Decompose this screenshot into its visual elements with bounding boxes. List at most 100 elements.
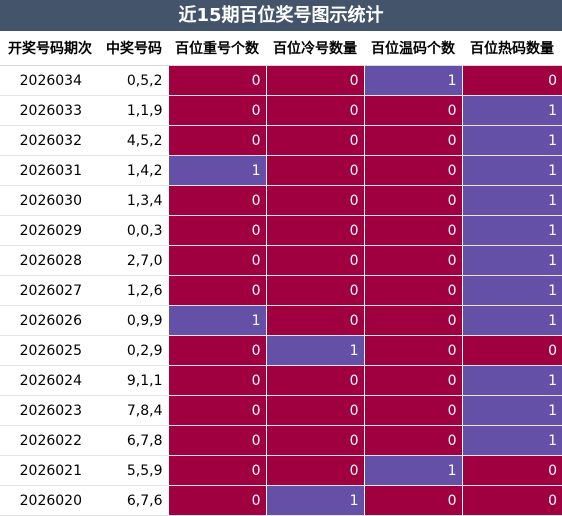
period-cell: 2026022 xyxy=(0,425,100,456)
repeat-count-cell: 0 xyxy=(167,455,266,486)
repeat-count-cell: 0 xyxy=(167,65,266,96)
warm-count-cell: 0 xyxy=(363,185,462,216)
table-row: 2026030 1,3,4 0 0 0 1 xyxy=(0,185,562,216)
period-cell: 2026026 xyxy=(0,305,100,336)
hot-count-cell: 1 xyxy=(461,125,562,156)
repeat-count-cell: 0 xyxy=(167,335,266,366)
winning-number-cell: 7,8,4 xyxy=(100,395,168,426)
winning-number-cell: 1,2,6 xyxy=(100,275,168,306)
repeat-count-cell: 0 xyxy=(167,425,266,456)
hot-count-cell: 1 xyxy=(461,305,562,336)
period-cell: 2026024 xyxy=(0,365,100,396)
warm-count-cell: 1 xyxy=(363,65,462,96)
repeat-count-cell: 0 xyxy=(167,485,266,516)
table-row: 2026029 0,0,3 0 0 0 1 xyxy=(0,215,562,246)
hot-count-cell: 1 xyxy=(461,185,562,216)
table-row: 2026020 6,7,6 0 1 0 0 xyxy=(0,485,562,516)
hot-count-cell: 1 xyxy=(461,365,562,396)
cold-count-cell: 0 xyxy=(265,215,364,246)
cold-count-cell: 0 xyxy=(265,185,364,216)
period-cell: 2026027 xyxy=(0,275,100,306)
period-cell: 2026025 xyxy=(0,335,100,366)
table-row: 2026034 0,5,2 0 0 1 0 xyxy=(0,65,562,96)
repeat-count-cell: 0 xyxy=(167,395,266,426)
cold-count-cell: 0 xyxy=(265,125,364,156)
cold-count-cell: 0 xyxy=(265,275,364,306)
warm-count-cell: 0 xyxy=(363,215,462,246)
column-header-cold-count: 百位冷号数量 xyxy=(266,31,364,66)
column-header-period: 开奖号码期次 xyxy=(0,31,100,66)
period-cell: 2026030 xyxy=(0,185,100,216)
winning-number-cell: 1,4,2 xyxy=(100,155,168,186)
cold-count-cell: 0 xyxy=(265,155,364,186)
period-cell: 2026023 xyxy=(0,395,100,426)
cold-count-cell: 0 xyxy=(265,365,364,396)
hot-count-cell: 1 xyxy=(461,245,562,276)
period-cell: 2026032 xyxy=(0,125,100,156)
warm-count-cell: 0 xyxy=(363,485,462,516)
page-title: 近15期百位奖号图示统计 xyxy=(0,0,562,31)
period-cell: 2026034 xyxy=(0,65,100,96)
winning-number-cell: 6,7,8 xyxy=(100,425,168,456)
warm-count-cell: 0 xyxy=(363,425,462,456)
table-row: 2026026 0,9,9 1 0 0 1 xyxy=(0,305,562,336)
hot-count-cell: 0 xyxy=(461,335,562,366)
column-header-warm-count: 百位温码个数 xyxy=(364,31,462,66)
hot-count-cell: 1 xyxy=(461,425,562,456)
hot-count-cell: 1 xyxy=(461,395,562,426)
period-cell: 2026033 xyxy=(0,95,100,126)
stats-table: 开奖号码期次 中奖号码 百位重号个数 百位冷号数量 百位温码个数 百位热码数量 … xyxy=(0,31,562,516)
hot-count-cell: 0 xyxy=(461,65,562,96)
warm-count-cell: 0 xyxy=(363,245,462,276)
table-row: 2026032 4,5,2 0 0 0 1 xyxy=(0,125,562,156)
header-row: 开奖号码期次 中奖号码 百位重号个数 百位冷号数量 百位温码个数 百位热码数量 xyxy=(0,31,562,66)
period-cell: 2026028 xyxy=(0,245,100,276)
repeat-count-cell: 1 xyxy=(167,155,266,186)
table-row: 2026023 7,8,4 0 0 0 1 xyxy=(0,395,562,426)
table-row: 2026028 2,7,0 0 0 0 1 xyxy=(0,245,562,276)
hot-count-cell: 1 xyxy=(461,155,562,186)
table-row: 2026033 1,1,9 0 0 0 1 xyxy=(0,95,562,126)
repeat-count-cell: 0 xyxy=(167,215,266,246)
hot-count-cell: 0 xyxy=(461,455,562,486)
winning-number-cell: 4,5,2 xyxy=(100,125,168,156)
winning-number-cell: 0,9,9 xyxy=(100,305,168,336)
winning-number-cell: 5,5,9 xyxy=(100,455,168,486)
table-row: 2026024 9,1,1 0 0 0 1 xyxy=(0,365,562,396)
warm-count-cell: 0 xyxy=(363,275,462,306)
cold-count-cell: 0 xyxy=(265,425,364,456)
repeat-count-cell: 0 xyxy=(167,95,266,126)
winning-number-cell: 1,1,9 xyxy=(100,95,168,126)
winning-number-cell: 1,3,4 xyxy=(100,185,168,216)
hot-count-cell: 0 xyxy=(461,485,562,516)
cold-count-cell: 0 xyxy=(265,65,364,96)
cold-count-cell: 1 xyxy=(265,485,364,516)
cold-count-cell: 0 xyxy=(265,245,364,276)
cold-count-cell: 1 xyxy=(265,335,364,366)
winning-number-cell: 0,2,9 xyxy=(100,335,168,366)
winning-number-cell: 9,1,1 xyxy=(100,365,168,396)
cold-count-cell: 0 xyxy=(265,455,364,486)
warm-count-cell: 0 xyxy=(363,95,462,126)
warm-count-cell: 0 xyxy=(363,395,462,426)
table-row: 2026021 5,5,9 0 0 1 0 xyxy=(0,455,562,486)
column-header-repeat-count: 百位重号个数 xyxy=(168,31,266,66)
column-header-hot-count: 百位热码数量 xyxy=(462,31,562,66)
table-row: 2026022 6,7,8 0 0 0 1 xyxy=(0,425,562,456)
period-cell: 2026021 xyxy=(0,455,100,486)
repeat-count-cell: 0 xyxy=(167,275,266,306)
hot-count-cell: 1 xyxy=(461,275,562,306)
repeat-count-cell: 0 xyxy=(167,245,266,276)
table-row: 2026031 1,4,2 1 0 0 1 xyxy=(0,155,562,186)
period-cell: 2026029 xyxy=(0,215,100,246)
warm-count-cell: 0 xyxy=(363,335,462,366)
winning-number-cell: 0,5,2 xyxy=(100,65,168,96)
period-cell: 2026031 xyxy=(0,155,100,186)
hot-count-cell: 1 xyxy=(461,95,562,126)
repeat-count-cell: 0 xyxy=(167,185,266,216)
table-row: 2026027 1,2,6 0 0 0 1 xyxy=(0,275,562,306)
warm-count-cell: 0 xyxy=(363,305,462,336)
warm-count-cell: 0 xyxy=(363,125,462,156)
warm-count-cell: 0 xyxy=(363,365,462,396)
repeat-count-cell: 1 xyxy=(167,305,266,336)
